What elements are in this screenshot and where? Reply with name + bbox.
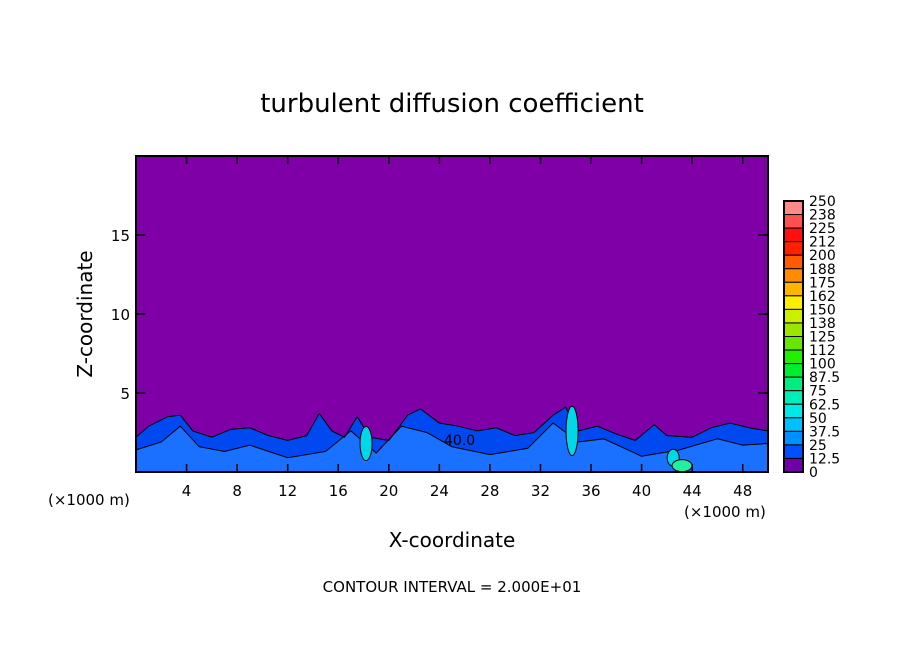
colorbar-swatch xyxy=(783,403,804,419)
colorbar-label: 125 xyxy=(809,330,836,346)
contour-band xyxy=(671,459,693,473)
colorbar-label: 238 xyxy=(809,208,836,224)
x-tick-label: 4 xyxy=(182,482,192,500)
colorbar-label: 0 xyxy=(809,465,818,481)
contour-band xyxy=(565,405,579,457)
chart-title: turbulent diffusion coefficient xyxy=(260,89,644,119)
colorbar-label: 62.5 xyxy=(809,397,840,413)
x-tick-label: 32 xyxy=(531,482,550,500)
colorbar-swatch xyxy=(783,430,804,446)
colorbar-label: 225 xyxy=(809,221,836,237)
colorbar-swatch xyxy=(783,336,804,351)
colorbar-label: 50 xyxy=(809,411,827,427)
x-tick-label: 12 xyxy=(278,482,297,500)
colorbar-label: 100 xyxy=(809,357,836,373)
colorbar-swatch xyxy=(783,295,804,310)
y-tick-label: 10 xyxy=(111,306,130,324)
colorbar-label: 12.5 xyxy=(809,451,840,467)
y-tick-label: 5 xyxy=(120,385,130,403)
contour-band xyxy=(135,422,769,473)
colorbar-swatch xyxy=(783,200,804,216)
colorbar-swatch xyxy=(783,308,804,324)
x-tick-label: 44 xyxy=(683,482,702,500)
colorbar-label: 150 xyxy=(809,302,836,318)
x-tick-label: 28 xyxy=(480,482,499,500)
colorbar-label: 37.5 xyxy=(809,424,840,440)
x-tick-label: 16 xyxy=(329,482,348,500)
colorbar-swatch xyxy=(783,322,804,338)
colorbar-label: 162 xyxy=(809,289,836,305)
colorbar: 2502382252122001881751621501381251121008… xyxy=(783,194,840,481)
x-tick-label: 20 xyxy=(379,482,398,500)
x-tick-label: 36 xyxy=(581,482,600,500)
colorbar-label: 188 xyxy=(809,262,836,278)
colorbar-label: 75 xyxy=(809,384,827,400)
x-ticks: 4 8 12 16 20 24 28 32 36 40 44 48 xyxy=(182,156,752,500)
x-unit-left: (×1000 m) xyxy=(48,491,130,509)
colorbar-swatch xyxy=(783,241,804,256)
y-ticks: 5 10 15 xyxy=(111,227,768,403)
y-axis-label: Z-coordinate xyxy=(73,250,97,377)
x-tick-label: 48 xyxy=(733,482,752,500)
colorbar-swatch xyxy=(783,390,804,405)
colorbar-swatch xyxy=(783,227,804,243)
footer-contour-interval: CONTOUR INTERVAL = 2.000E+01 xyxy=(323,578,582,596)
colorbar-swatch xyxy=(783,214,804,229)
colorbar-frame xyxy=(783,200,804,473)
colorbar-label: 87.5 xyxy=(809,370,840,386)
colorbar-label: 112 xyxy=(809,343,836,359)
x-tick-label: 24 xyxy=(430,482,449,500)
colorbar-label: 200 xyxy=(809,248,836,264)
colorbar-swatch xyxy=(783,444,804,459)
colorbar-label: 175 xyxy=(809,275,836,291)
plot-area xyxy=(135,156,769,473)
colorbar-swatch xyxy=(783,457,804,473)
x-tick-label: 8 xyxy=(232,482,242,500)
colorbar-swatch xyxy=(783,349,804,365)
contour-band xyxy=(359,425,373,462)
colorbar-label: 250 xyxy=(809,194,836,210)
contour-line xyxy=(135,406,769,441)
colorbar-swatch xyxy=(783,376,804,392)
colorbar-label: 25 xyxy=(809,438,827,454)
colorbar-swatch xyxy=(783,363,804,378)
y-tick-label: 15 xyxy=(111,227,130,245)
x-tick-label: 40 xyxy=(632,482,651,500)
colorbar-swatch xyxy=(783,281,804,297)
colorbar-swatch xyxy=(783,268,804,283)
colorbar-label: 212 xyxy=(809,235,836,251)
colorbar-label: 138 xyxy=(809,316,836,332)
colorbar-swatch xyxy=(783,417,804,432)
x-unit-right: (×1000 m) xyxy=(684,503,766,521)
colorbar-swatch xyxy=(783,254,804,270)
contour-label: 40.0 xyxy=(444,433,475,449)
x-axis-label: X-coordinate xyxy=(389,528,516,552)
field-background xyxy=(136,156,768,472)
